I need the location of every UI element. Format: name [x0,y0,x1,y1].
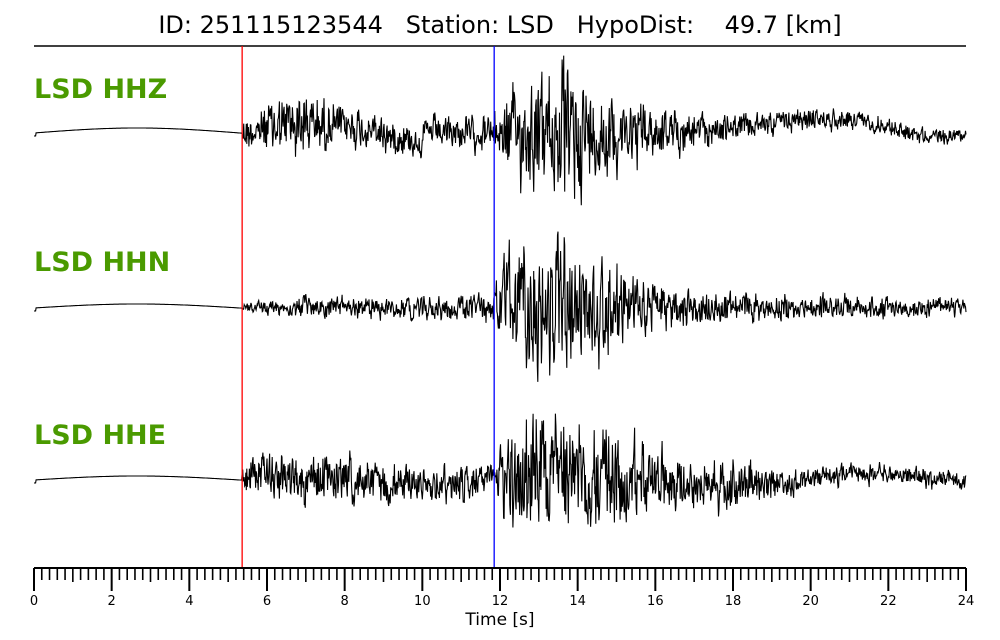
x-tick-label: 14 [569,594,586,609]
x-axis-label: Time [s] [465,610,535,630]
trace-label-hhz: LSD HHZ [34,74,168,105]
chart-title: ID: 251115123544 Station: LSD HypoDist: … [158,11,842,39]
x-tick-label: 8 [341,594,349,609]
trace-label-hhn: LSD HHN [34,247,171,278]
waveform-lsd-hhn [34,231,967,382]
x-tick-label: 12 [492,594,509,609]
x-tick-label: 16 [647,594,664,609]
x-tick-label: 0 [30,594,38,609]
x-tick-label: 22 [880,594,897,609]
x-tick-label: 6 [263,594,271,609]
trace-label-hhe: LSD HHE [34,420,167,451]
x-tick-label: 20 [802,594,819,609]
waveform-lsd-hhe [34,413,967,528]
x-tick-label: 10 [414,594,431,609]
x-tick-label: 2 [108,594,116,609]
waveform-lsd-hhz [34,55,967,206]
x-tick-label: 24 [958,594,975,609]
x-tick-label: 18 [725,594,742,609]
x-tick-label: 4 [185,594,193,609]
